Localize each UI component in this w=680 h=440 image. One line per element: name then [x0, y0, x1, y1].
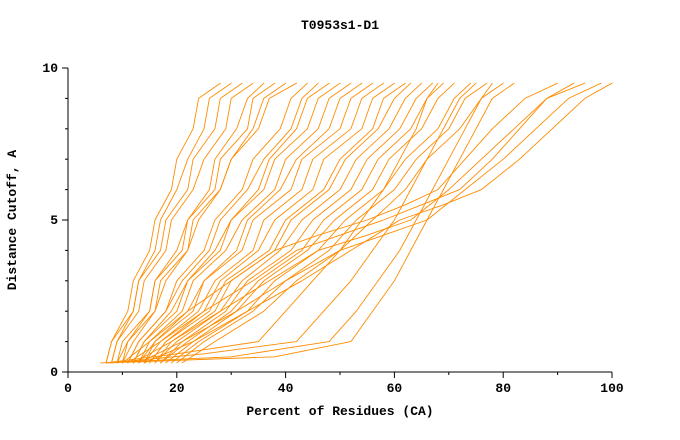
- model-curve-model-23: [165, 82, 455, 364]
- x-tick-label: 0: [64, 381, 72, 396]
- model-curve-model-01: [105, 82, 221, 364]
- model-curve-model-15: [143, 82, 374, 364]
- model-curve-model-18: [149, 82, 406, 364]
- model-curve-model-25: [176, 82, 488, 364]
- model-curve-model-32: [127, 82, 575, 364]
- model-curve-model-26: [181, 82, 504, 364]
- model-curve-model-10: [127, 82, 319, 364]
- model-curve-model-12: [132, 82, 341, 364]
- model-curve-model-16: [143, 82, 384, 364]
- model-curve-model-35: [143, 82, 613, 364]
- model-curve-model-13: [138, 82, 352, 364]
- model-curve-model-02: [111, 82, 232, 364]
- model-curve-model-22: [160, 82, 444, 364]
- model-curve-model-17: [149, 82, 395, 364]
- y-tick-label: 5: [50, 213, 58, 228]
- y-tick-label: 10: [42, 61, 58, 76]
- model-curve-model-27: [105, 82, 439, 364]
- model-curve-model-20: [154, 82, 423, 364]
- model-curve-model-29: [100, 82, 493, 364]
- x-tick-label: 40: [278, 381, 294, 396]
- model-curve-model-19: [154, 82, 412, 364]
- model-curve-model-24: [170, 82, 472, 364]
- model-curve-model-14: [138, 82, 363, 364]
- model-curve-model-33: [132, 82, 586, 364]
- x-tick-label: 80: [495, 381, 511, 396]
- model-curve-model-06: [116, 82, 276, 364]
- y-tick-label: 0: [50, 365, 58, 380]
- x-tick-label: 100: [600, 381, 624, 396]
- x-axis-label: Percent of Residues (CA): [246, 404, 433, 419]
- data-series: [100, 82, 613, 364]
- model-curve-model-30: [105, 82, 515, 364]
- model-curve-model-04: [111, 82, 254, 364]
- tick-labels: 0 20 40 60 80 100 0 5 10: [42, 61, 624, 396]
- model-curve-model-21: [160, 82, 433, 364]
- chart-title: T0953s1-D1: [301, 18, 379, 33]
- model-curve-model-07: [121, 82, 287, 364]
- x-tick-label: 60: [387, 381, 403, 396]
- axis-ticks: [62, 67, 613, 378]
- model-curve-model-31: [121, 82, 559, 364]
- model-curve-model-08: [121, 82, 297, 364]
- model-curve-model-34: [138, 82, 602, 364]
- y-axis-label: Distance Cutoff, A: [5, 150, 20, 291]
- model-curve-model-03: [105, 82, 243, 364]
- x-tick-label: 20: [169, 381, 185, 396]
